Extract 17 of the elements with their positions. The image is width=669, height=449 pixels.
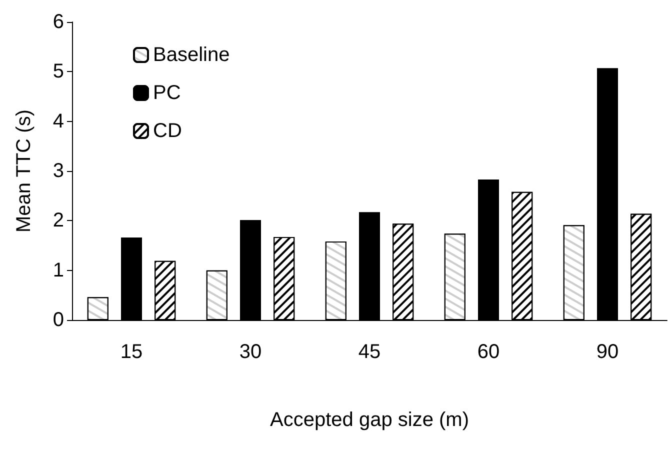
legend-label: CD [153,120,182,142]
x-tick-label: 90 [596,341,619,363]
y-tick-label: 3 [52,160,64,182]
y-tick-label: 2 [52,210,64,232]
y-tick-label: 6 [52,11,64,33]
x-axis-title: Accepted gap size (m) [270,409,469,431]
x-tick-label: 30 [239,341,262,363]
legend-label: Baseline [153,44,230,66]
legend-label: PC [153,82,181,104]
x-tick-label: 45 [358,341,381,363]
y-tick-label: 1 [52,259,64,282]
y-tick-label: 5 [52,60,64,83]
x-tick-label: 60 [477,341,500,363]
y-axis-title: Mean TTC (s) [13,110,35,232]
y-tick-label: 4 [52,110,64,132]
x-tick-label: 15 [120,341,143,363]
y-tick-label: 0 [52,309,64,331]
